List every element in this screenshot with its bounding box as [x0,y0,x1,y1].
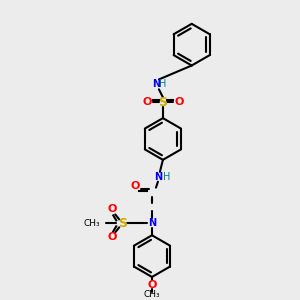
Text: H: H [159,80,167,89]
Text: O: O [147,280,157,290]
Text: CH₃: CH₃ [84,219,100,228]
Text: S: S [118,217,127,230]
Text: O: O [108,205,117,214]
Text: CH₃: CH₃ [144,290,160,299]
Text: N: N [152,80,160,89]
Text: H: H [163,172,171,182]
Text: O: O [130,181,140,190]
Text: N: N [148,218,156,228]
Text: O: O [142,97,152,107]
Text: S: S [158,96,167,109]
Text: O: O [108,232,117,242]
Text: N: N [154,172,162,182]
Text: O: O [174,97,184,107]
